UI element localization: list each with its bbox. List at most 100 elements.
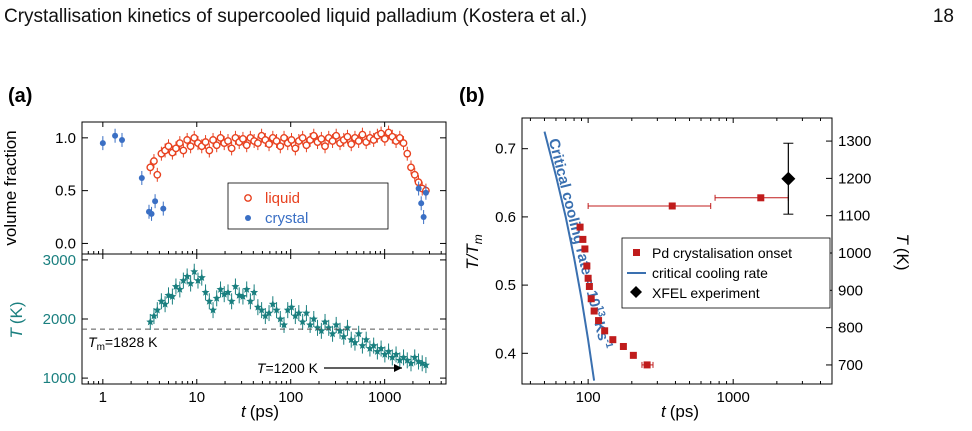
panel-label-b: (b) [459, 85, 485, 107]
temperature-point [238, 292, 247, 300]
onset-point [609, 336, 617, 344]
legend: liquid crystal [227, 182, 389, 230]
y-tick-label: 0.0 [55, 235, 76, 252]
crystal-point [420, 214, 427, 221]
temperature-point [302, 308, 311, 317]
liquid-point [216, 133, 225, 142]
temperature-point [291, 311, 300, 320]
onset-point [587, 295, 595, 303]
legend-box [621, 237, 831, 309]
liquid-point [302, 141, 311, 150]
temperature-point [168, 292, 177, 300]
y-axis-label: volume fraction [1, 130, 20, 245]
crystal-point [99, 140, 106, 147]
liquid-point [265, 140, 273, 149]
liquid-point [358, 130, 367, 139]
temperature-point [283, 305, 292, 314]
final-temperature-label: T=1200 K [257, 360, 319, 376]
temperature-point [224, 288, 232, 296]
temperature-point [220, 290, 229, 298]
temperature-point [298, 317, 307, 326]
arrow-head [394, 364, 402, 372]
temperature-point [209, 305, 217, 314]
temperature-point [253, 303, 262, 311]
temperature-point [146, 317, 155, 326]
legend-xfel-marker [630, 286, 642, 298]
y2-tick-label: 1100 [838, 208, 870, 225]
temperature-point [384, 347, 393, 355]
temperature-point [261, 311, 270, 320]
liquid-point [399, 139, 408, 148]
y2-tick-label: 700 [838, 357, 863, 374]
temperature-point [280, 320, 288, 329]
y-tick-label: 0.7 [495, 141, 516, 158]
legend-critical-label: critical cooling rate [652, 265, 768, 281]
temperature-point [246, 297, 255, 305]
y2-tick-label: 800 [838, 320, 863, 337]
temperature-point [321, 317, 329, 326]
liquid-point [190, 133, 199, 142]
temperature-point [317, 326, 326, 335]
running-title: Crystallisation kinetics of supercooled … [4, 6, 587, 27]
onset-point [585, 282, 593, 290]
x-tick-label: 10 [188, 389, 205, 406]
liquid-point [175, 139, 184, 148]
temperature-point [205, 297, 214, 305]
axes-frame [521, 117, 833, 385]
temperature-point [153, 305, 162, 314]
liquid-point [179, 146, 188, 155]
temperature-point [377, 344, 386, 352]
temperature-point [294, 308, 303, 317]
legend-liquid-label: liquid [265, 190, 300, 207]
y-axis-label: T(K) [7, 301, 26, 338]
onset-point [619, 342, 627, 350]
y-tick-label: 3000 [43, 252, 76, 269]
onset-point [595, 317, 603, 325]
melting-temperature-label: Tm=1828 K [88, 334, 158, 353]
crystal-point [418, 200, 425, 207]
liquid-point [291, 144, 300, 153]
y2-tick-label: 1300 [838, 133, 871, 150]
temperature-point [186, 279, 195, 287]
liquid-point [377, 129, 386, 138]
y-tick-label: 1.0 [55, 130, 76, 147]
liquid-point [164, 142, 173, 151]
temperature-point [183, 272, 192, 280]
y2-axis-label: T(K) [893, 233, 912, 270]
crystal-point [138, 174, 145, 181]
legend-crystal-label: crystal [265, 210, 308, 227]
legend-crystal-marker [245, 215, 251, 221]
y2-tick-label: 900 [838, 282, 863, 299]
crystal-point [152, 198, 159, 205]
onset-point [590, 307, 598, 315]
liquid-point [354, 137, 363, 145]
y-tick-label: 0.5 [55, 183, 76, 200]
temperature-point [354, 329, 363, 338]
liquid-point [410, 170, 419, 179]
legend-liquid-marker [244, 194, 252, 202]
onset-point [643, 361, 651, 369]
onset-point [757, 194, 765, 202]
liquid-point [407, 163, 415, 172]
temperature-point [407, 359, 415, 367]
liquid-point [253, 139, 262, 148]
temperature-point [250, 288, 259, 296]
temperature-point [242, 285, 251, 293]
liquid-point [212, 141, 221, 150]
temperature-point [179, 276, 188, 284]
onset-point [668, 202, 676, 210]
temperature-point [369, 341, 378, 349]
temperature-point [380, 350, 389, 358]
liquid-point [309, 131, 318, 140]
page-number: 18 [932, 6, 954, 27]
y-tick-label: 2000 [43, 311, 76, 328]
temperature-point [227, 297, 236, 305]
liquid-point [272, 137, 281, 145]
temperature-point [392, 350, 401, 358]
temperature-point [351, 338, 359, 346]
temperature-point [265, 308, 273, 317]
legend-onset-label: Pd crystalisation onset [652, 245, 792, 261]
temperature-point [287, 303, 296, 311]
onset-point [581, 245, 589, 253]
